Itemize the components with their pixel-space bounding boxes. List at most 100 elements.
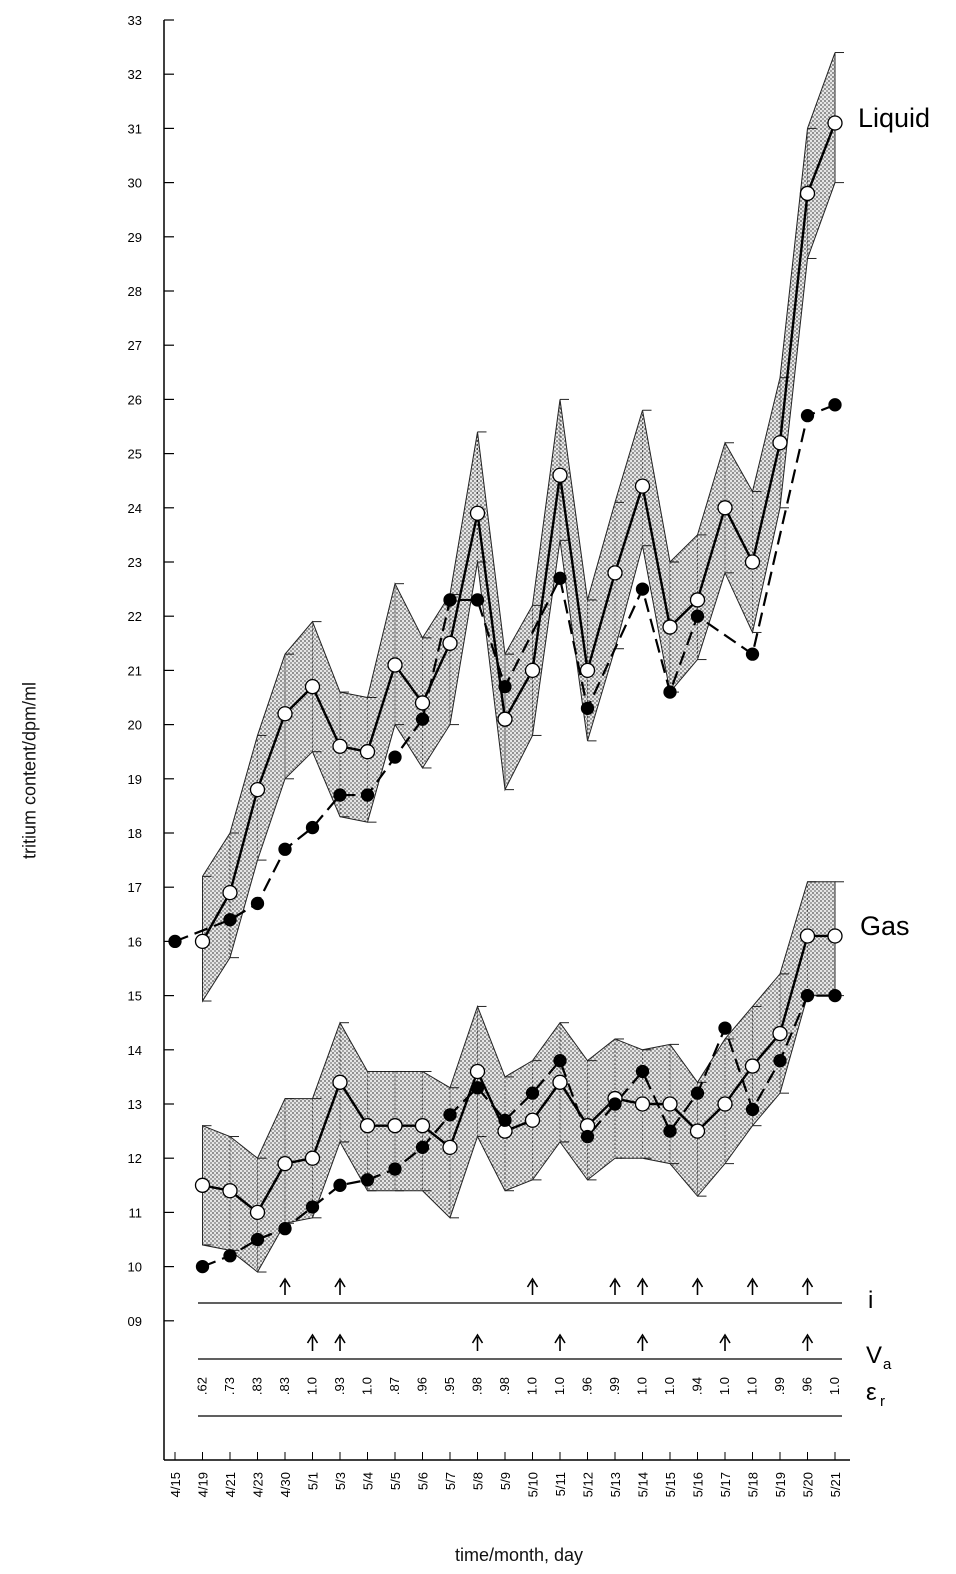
liquid-point xyxy=(717,500,733,516)
er-value: .96 xyxy=(415,1377,430,1395)
liquid-filled-point xyxy=(553,571,567,585)
gas-point xyxy=(304,1150,321,1166)
gas-filled-point xyxy=(745,1102,760,1117)
er-value: .73 xyxy=(222,1377,237,1395)
i-row-arrow xyxy=(609,1277,621,1295)
i-row-arrow xyxy=(801,1277,814,1295)
er-value: .83 xyxy=(250,1377,265,1395)
gas-point xyxy=(662,1096,678,1112)
gas-filled-point xyxy=(663,1124,677,1138)
gas-filled-point xyxy=(278,1222,292,1236)
x-tick-label: 5/8 xyxy=(471,1472,486,1490)
er-value: 1.0 xyxy=(525,1377,540,1395)
gas-point xyxy=(827,928,843,944)
liquid-point xyxy=(772,435,788,451)
x-tick-label: 5/5 xyxy=(388,1472,403,1490)
liquid-point xyxy=(387,657,403,673)
liquid-point xyxy=(249,781,266,798)
x-tick-label: 5/12 xyxy=(581,1472,596,1497)
x-tick-label: 5/21 xyxy=(828,1472,843,1497)
gas-filled-point xyxy=(608,1097,622,1111)
er-value: .98 xyxy=(497,1377,512,1395)
gas-point xyxy=(277,1155,293,1172)
er-value: .98 xyxy=(470,1377,485,1395)
x-tick-label: 5/7 xyxy=(443,1472,458,1490)
er-value: 1.0 xyxy=(745,1377,760,1395)
y-tick-label: 32 xyxy=(128,67,142,82)
i-row-arrow xyxy=(636,1277,649,1295)
liquid-filled-point xyxy=(250,896,265,911)
liquid-point xyxy=(359,744,376,760)
y-tick-label: 20 xyxy=(128,718,142,733)
gas-point xyxy=(359,1118,376,1134)
x-tick-label: 5/4 xyxy=(361,1472,376,1490)
i-row-arrow xyxy=(279,1277,291,1295)
va-row-label-sub: a xyxy=(883,1356,892,1373)
x-tick-label: 4/19 xyxy=(196,1472,211,1497)
gas-filled-point xyxy=(718,1021,732,1035)
y-tick-label: 28 xyxy=(128,284,142,299)
y-tick-label: 17 xyxy=(128,880,142,895)
gas-point xyxy=(524,1112,541,1128)
gas-point xyxy=(442,1139,458,1156)
liquid-filled-point xyxy=(745,647,760,661)
er-value: 1.0 xyxy=(552,1377,567,1395)
gas-filled-point xyxy=(250,1232,265,1247)
gas-filled-point xyxy=(305,1200,320,1214)
x-tick-label: 4/21 xyxy=(223,1472,238,1497)
liquid-point xyxy=(799,185,816,202)
i-row-label: i xyxy=(868,1287,873,1314)
liquid-point xyxy=(662,619,678,635)
liquid-point xyxy=(277,706,293,722)
liquid-point xyxy=(634,478,651,494)
liquid-filled-point xyxy=(223,913,237,927)
er-row-label-sub: r xyxy=(880,1393,885,1410)
liquid-point xyxy=(827,115,843,131)
x-tick-label: 5/18 xyxy=(746,1472,761,1497)
x-tick-label: 5/17 xyxy=(718,1472,733,1497)
liquid-point xyxy=(194,933,211,950)
er-value: .83 xyxy=(277,1377,292,1395)
liquid-filled-point xyxy=(333,788,347,802)
y-tick-label: 30 xyxy=(128,176,142,191)
er-value: 1.0 xyxy=(827,1377,842,1395)
gas-point xyxy=(414,1118,431,1134)
er-value: .96 xyxy=(580,1377,595,1395)
va-row-arrow xyxy=(471,1333,484,1351)
liquid-filled-point xyxy=(278,842,292,856)
gas-point xyxy=(689,1123,706,1139)
x-tick-label: 5/11 xyxy=(553,1472,568,1496)
x-tick-label: 5/13 xyxy=(608,1472,623,1497)
liquid-filled-point xyxy=(580,701,595,715)
y-tick-label: 23 xyxy=(128,555,142,570)
gas-point xyxy=(744,1058,761,1074)
va-row-arrow xyxy=(306,1333,319,1351)
gas-point xyxy=(249,1204,266,1221)
gas-point xyxy=(552,1074,568,1090)
gas-filled-point xyxy=(828,988,842,1003)
gas-band xyxy=(202,881,836,1273)
gas-point xyxy=(634,1096,651,1112)
er-value: .99 xyxy=(772,1377,787,1395)
gas-filled-point xyxy=(223,1249,237,1263)
liquid-point xyxy=(332,738,348,754)
gas-point xyxy=(222,1183,238,1199)
va-row-arrow xyxy=(801,1333,814,1351)
y-tick-label: 26 xyxy=(128,392,142,407)
x-tick-label: 5/14 xyxy=(636,1472,651,1497)
gas-filled-line xyxy=(202,994,835,1268)
x-tick-label: 5/9 xyxy=(498,1472,513,1490)
y-tick-label: 10 xyxy=(128,1260,142,1275)
er-value: 1.0 xyxy=(360,1377,375,1395)
liquid-point xyxy=(414,695,431,711)
liquid-filled-point xyxy=(800,409,815,423)
y-tick-label: 15 xyxy=(128,989,142,1004)
gas-filled-point xyxy=(635,1064,650,1079)
er-value: .99 xyxy=(607,1377,622,1395)
gas-filled-point xyxy=(470,1081,485,1095)
x-tick-label: 5/10 xyxy=(526,1472,541,1497)
y-tick-label: 31 xyxy=(128,121,142,136)
gas-filled-point xyxy=(773,1053,787,1068)
liquid-filled-point xyxy=(690,609,705,623)
gas-filled-point xyxy=(333,1178,347,1192)
